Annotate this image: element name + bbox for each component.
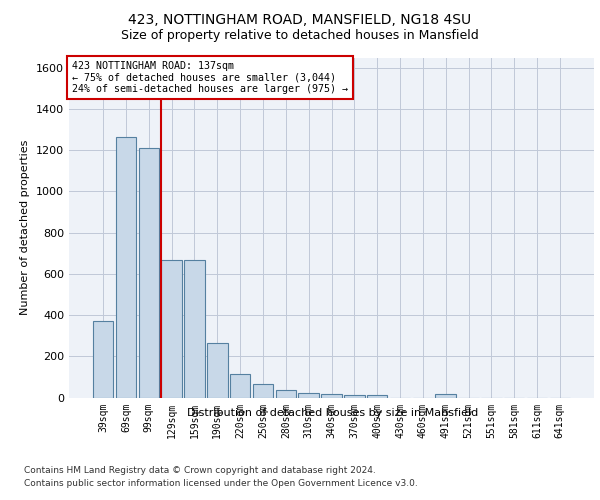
Bar — [298, 394, 319, 398]
Text: 423 NOTTINGHAM ROAD: 137sqm
← 75% of detached houses are smaller (3,044)
24% of : 423 NOTTINGHAM ROAD: 137sqm ← 75% of det… — [71, 61, 347, 94]
Bar — [161, 260, 182, 398]
Text: Size of property relative to detached houses in Mansfield: Size of property relative to detached ho… — [121, 29, 479, 42]
Bar — [116, 137, 136, 398]
Text: Contains HM Land Registry data © Crown copyright and database right 2024.: Contains HM Land Registry data © Crown c… — [24, 466, 376, 475]
Bar — [93, 322, 113, 398]
Text: Contains public sector information licensed under the Open Government Licence v3: Contains public sector information licen… — [24, 479, 418, 488]
Bar — [184, 260, 205, 398]
Bar — [230, 374, 250, 398]
Bar — [344, 394, 365, 398]
Bar — [207, 343, 227, 398]
Bar — [253, 384, 273, 398]
Bar — [275, 390, 296, 398]
Text: Distribution of detached houses by size in Mansfield: Distribution of detached houses by size … — [187, 408, 479, 418]
Bar — [321, 394, 342, 398]
Text: 423, NOTTINGHAM ROAD, MANSFIELD, NG18 4SU: 423, NOTTINGHAM ROAD, MANSFIELD, NG18 4S… — [128, 12, 472, 26]
Bar — [139, 148, 159, 398]
Y-axis label: Number of detached properties: Number of detached properties — [20, 140, 31, 315]
Bar — [436, 394, 456, 398]
Bar — [367, 394, 388, 398]
